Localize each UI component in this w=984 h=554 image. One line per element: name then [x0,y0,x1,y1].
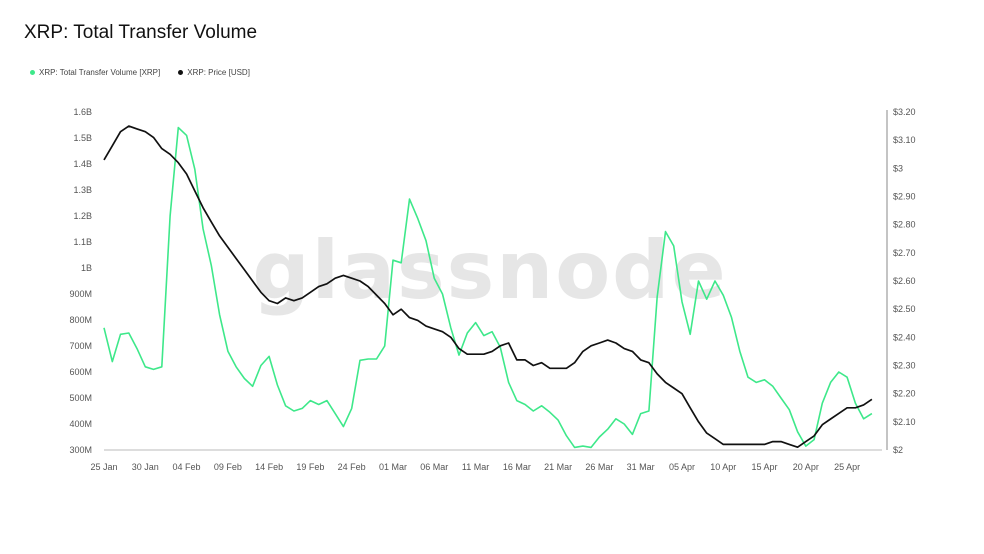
y-right-tick-label: $2.70 [893,248,916,258]
y-right-tick-label: $2.20 [893,389,916,399]
y-left-tick-label: 900M [69,289,92,299]
watermark: glassnode [252,224,727,317]
x-tick-label: 05 Apr [669,462,695,472]
x-tick-label: 10 Apr [710,462,736,472]
x-tick-label: 06 Mar [420,462,448,472]
legend-label-volume: XRP: Total Transfer Volume [XRP] [39,68,161,77]
legend-item-volume[interactable]: XRP: Total Transfer Volume [XRP] [30,68,160,77]
x-tick-label: 24 Feb [338,462,366,472]
x-tick-label: 09 Feb [214,462,242,472]
x-tick-label: 26 Mar [585,462,613,472]
y-right-tick-label: $2.90 [893,192,916,202]
y-left-tick-label: 500M [69,393,92,403]
y-left-tick-label: 1.5B [73,133,92,143]
y-right-tick-label: $2.10 [893,417,916,427]
series-line-price [103,125,873,449]
y-right-tick-label: $2.40 [893,332,916,342]
y-left-tick-label: 300M [69,445,92,455]
y-right-tick-label: $2.80 [893,220,916,230]
y-right-tick-label: $3 [893,163,903,173]
y-right-tick-label: $2.50 [893,304,916,314]
x-tick-label: 21 Mar [544,462,572,472]
series-line-volume [103,126,873,449]
y-left-tick-label: 1.1B [73,237,92,247]
x-tick-label: 15 Apr [752,462,778,472]
y-left-tick-label: 1.2B [73,211,92,221]
y-right-tick-label: $2 [893,445,903,455]
legend-label-price: XRP: Price [USD] [187,68,250,77]
x-tick-label: 14 Feb [255,462,283,472]
page-title: XRP: Total Transfer Volume [24,22,258,43]
y-left-tick-label: 1.6B [73,107,92,117]
x-tick-label: 04 Feb [173,462,201,472]
x-tick-label: 30 Jan [132,462,159,472]
y-left-tick-label: 400M [69,419,92,429]
x-tick-label: 31 Mar [627,462,655,472]
y-left-tick-label: 600M [69,367,92,377]
legend-dot-icon [30,70,35,75]
chart-legend: XRP: Total Transfer Volume [XRP] XRP: Pr… [30,68,250,77]
y-right-tick-label: $2.30 [893,361,916,371]
x-tick-label: 16 Mar [503,462,531,472]
x-tick-label: 25 Apr [834,462,860,472]
legend-dot-icon [178,70,184,75]
chart-axes: 300M 400M 500M 600M 700M 800M 900M 1B 1.1B 1.2B 1.… [69,107,915,472]
y-right-tick-label: $3.20 [893,107,916,117]
chart-series [103,125,873,449]
x-tick-label: 25 Jan [90,462,117,472]
y-left-tick-label: 1.4B [73,159,92,169]
y-left-tick-label: 800M [69,315,92,325]
y-left-tick-label: 700M [69,341,92,351]
y-right-tick-label: $2.60 [893,276,916,286]
y-left-tick-label: 1.3B [73,185,92,195]
x-tick-label: 20 Apr [793,462,819,472]
y-right-tick-label: $3.10 [893,135,916,145]
legend-item-price[interactable]: XRP: Price [USD] [178,68,250,77]
y-left-tick-label: 1B [81,263,92,273]
x-tick-label: 19 Feb [296,462,324,472]
x-tick-label: 01 Mar [379,462,407,472]
x-tick-label: 11 Mar [462,462,489,472]
